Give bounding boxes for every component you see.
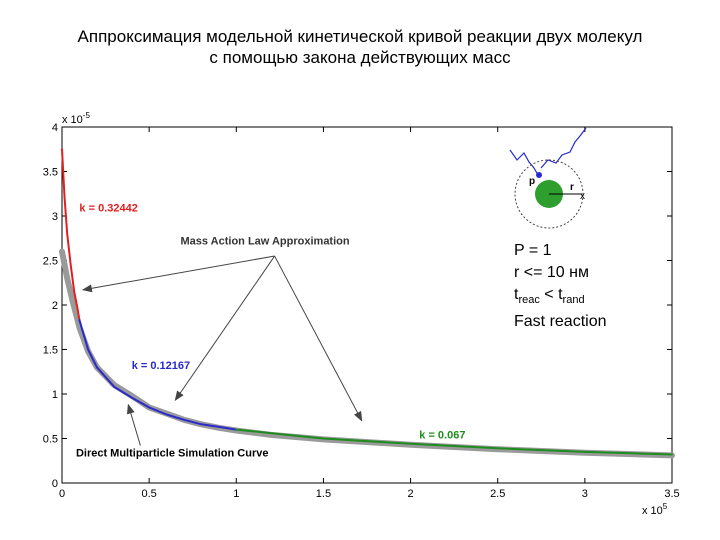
x-scale-exp: 5 xyxy=(663,502,668,511)
y-scale-label: x 10-5 xyxy=(62,111,90,126)
x-tick-label: 3 xyxy=(582,488,588,500)
y-tick-label: 2.5 xyxy=(43,256,58,268)
param-t: treac < trand xyxy=(514,284,606,311)
reaction-parameters: P = 1 r <= 10 нм treac < trand Fast reac… xyxy=(514,240,606,333)
t-rand-sub: rand xyxy=(562,294,585,307)
molecule-diagram: p r x xyxy=(509,127,587,229)
x-tick-label: 1 xyxy=(233,488,239,500)
x-scale-base: x 10 xyxy=(642,505,663,517)
approximation-curve-1 xyxy=(61,148,81,322)
t-compare: < t xyxy=(539,286,563,303)
x-tick-label: 1.5 xyxy=(316,488,331,500)
param-p: P = 1 xyxy=(514,242,552,259)
x-scale-label: x 105 xyxy=(642,502,668,517)
t-reac-sub: reac xyxy=(518,294,540,307)
y-tick-label: 1.5 xyxy=(43,345,58,357)
approximation-curve-3 xyxy=(235,428,673,456)
y-tick-label: 2 xyxy=(52,300,58,312)
label-r: r xyxy=(570,182,574,193)
chart-annotation: k = 0.067 xyxy=(419,430,465,442)
annotation-arrow xyxy=(126,403,141,446)
label-p: p xyxy=(529,176,535,187)
label-x: x xyxy=(580,191,585,202)
x-tick-label: 3.5 xyxy=(664,488,679,500)
y-scale-base: x 10 xyxy=(62,114,83,126)
reaction-radius-circle xyxy=(514,159,584,229)
chart-annotation: k = 0.12167 xyxy=(132,360,190,372)
chart-title: Аппроксимация модельной кинетической кри… xyxy=(0,26,720,68)
annotation-arrow xyxy=(174,255,276,402)
x-tick-label: 2 xyxy=(408,488,414,500)
title-line-2: с помощью закона действующих масс xyxy=(209,48,511,67)
y-tick-label: 3 xyxy=(52,211,58,223)
y-tick-label: 0 xyxy=(52,478,58,490)
approximation-curve-2 xyxy=(78,319,238,431)
random-walk-path xyxy=(509,149,539,176)
y-tick-label: 4 xyxy=(52,122,58,134)
y-tick-label: 0.5 xyxy=(43,434,58,446)
annotation-arrow xyxy=(274,255,363,422)
y-tick-label: 1 xyxy=(52,389,58,401)
chart-annotation: Mass Action Law Approximation xyxy=(181,235,350,247)
particle-dot xyxy=(536,172,542,178)
y-scale-exp: -5 xyxy=(83,111,91,120)
annotation-arrow xyxy=(81,255,275,293)
x-tick-label: 0.5 xyxy=(141,488,156,500)
param-fast: Fast reaction xyxy=(514,313,607,331)
chart-annotation: k = 0.32442 xyxy=(79,203,137,215)
x-tick-label: 2.5 xyxy=(490,488,505,500)
x-tick-label: 0 xyxy=(59,488,65,500)
y-tick-label: 3.5 xyxy=(43,167,58,179)
plot-area xyxy=(61,126,673,484)
param-r: r <= 10 нм xyxy=(514,264,589,281)
chart-annotation: Direct Multiparticle Simulation Curve xyxy=(76,447,269,459)
title-line-1: Аппроксимация модельной кинетической кри… xyxy=(77,27,643,46)
t-reac-main: t xyxy=(514,286,519,303)
